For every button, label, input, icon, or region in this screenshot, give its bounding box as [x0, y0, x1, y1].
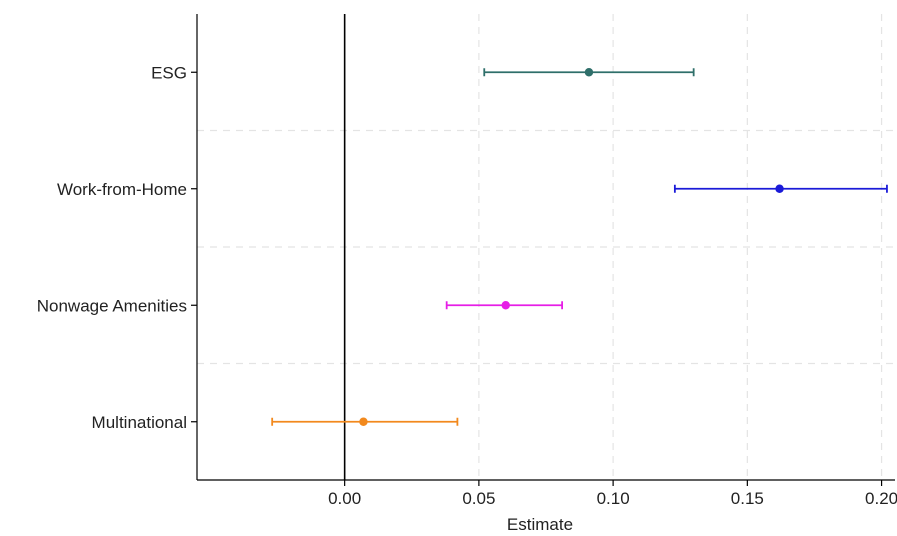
x-tick-label: 0.15: [731, 489, 764, 508]
x-axis-title: Estimate: [507, 515, 573, 534]
category-label: Multinational: [92, 413, 187, 432]
grid-lines: [197, 14, 895, 480]
axis-labels: 0.00 0.05 0.10 0.15 0.20 ESG Work-from-Home Non…: [37, 63, 897, 508]
point-estimate: [584, 68, 594, 77]
point-estimate: [501, 301, 510, 310]
data-marks: [271, 68, 888, 426]
point-estimate: [359, 417, 368, 426]
category-label: Nonwage Amenities: [37, 296, 187, 315]
x-tick-label: 0.00: [328, 489, 361, 508]
axes: [191, 14, 895, 486]
category-label: Work-from-Home: [57, 180, 187, 199]
category-label: ESG: [151, 63, 187, 82]
x-tick-label: 0.20: [865, 489, 897, 508]
x-tick-label: 0.05: [462, 489, 495, 508]
point-estimate: [775, 184, 784, 193]
x-tick-label: 0.10: [597, 489, 630, 508]
